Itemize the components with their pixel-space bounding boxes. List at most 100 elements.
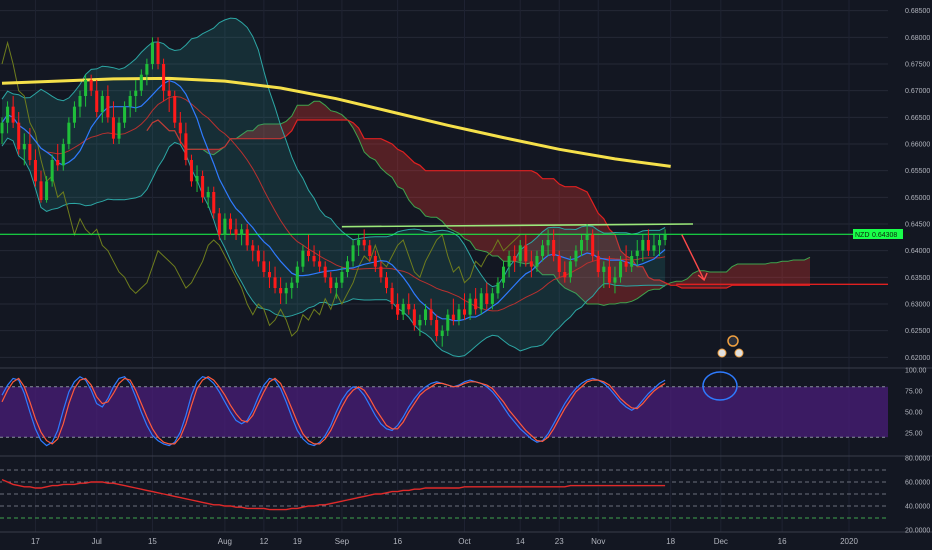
price-tag-symbol: NZDUSD <box>855 232 884 239</box>
price-tick-label: 0.65500 <box>905 168 930 175</box>
candle <box>240 229 244 235</box>
time-tick-label: Sep <box>335 537 350 546</box>
candle <box>39 181 43 200</box>
candle <box>591 234 595 256</box>
candle <box>345 261 350 272</box>
stochastic-tick-label: 75.00 <box>905 389 923 396</box>
candle <box>56 160 60 166</box>
candle <box>28 144 32 160</box>
stochastic-pane[interactable] <box>0 371 888 447</box>
candle <box>501 266 506 283</box>
time-axis[interactable]: 17 Jul 15 Aug 12 19 Sep 16 Oct 14 23 Nov 18 Dec 16 2020 <box>31 537 858 546</box>
candle <box>423 309 428 320</box>
price-pane[interactable] <box>0 0 932 533</box>
candle <box>563 272 567 278</box>
candle <box>11 106 15 123</box>
resistance-line <box>341 223 693 228</box>
candle <box>579 240 584 251</box>
rsi-tick-label: 40.0000 <box>905 504 930 511</box>
candle <box>546 240 550 246</box>
candle <box>451 314 455 320</box>
ichimoku-cloud <box>146 101 810 306</box>
candle <box>167 90 171 96</box>
candle <box>658 240 662 246</box>
rsi-tick-label: 20.0000 <box>905 528 930 535</box>
price-tick-label: 0.65000 <box>905 195 930 202</box>
candle <box>485 293 489 304</box>
candle <box>33 160 37 182</box>
candle <box>390 288 394 304</box>
candle <box>507 256 511 267</box>
candle <box>72 106 76 123</box>
candle <box>641 240 645 251</box>
price-axis[interactable]: 0.68500 0.68000 0.67500 0.67000 0.66500 0.660… <box>905 8 930 534</box>
time-tick-label: Nov <box>591 537 605 546</box>
candle <box>401 304 405 315</box>
candle <box>613 277 617 283</box>
price-tick-label: 0.67500 <box>905 62 930 69</box>
price-tick-label: 0.68000 <box>905 35 930 42</box>
candle <box>407 304 411 310</box>
candle <box>195 176 199 182</box>
price-tick-label: 0.66000 <box>905 142 930 149</box>
candle <box>95 90 99 112</box>
candle <box>568 261 572 278</box>
candle <box>45 181 49 200</box>
stochastic-zone <box>0 386 888 438</box>
candle <box>474 298 478 310</box>
price-tick-label: 0.63000 <box>905 302 930 309</box>
price-tag-price: 0.64308 <box>872 232 897 239</box>
rsi-pane[interactable] <box>0 469 888 519</box>
stochastic-tick-label: 100.00 <box>905 368 927 375</box>
candle <box>162 64 166 91</box>
candle <box>84 80 88 96</box>
event-flag-icon <box>717 335 744 358</box>
event-flag-icon-circle <box>734 348 744 358</box>
candle <box>223 218 227 235</box>
candle <box>173 96 177 123</box>
candle <box>295 266 299 283</box>
bollinger-fill <box>2 18 666 357</box>
candle <box>251 245 255 251</box>
candle <box>513 256 517 262</box>
candle <box>457 309 461 320</box>
stochastic-tick-label: 25.00 <box>905 431 923 438</box>
sma200-line <box>1 76 671 168</box>
candle <box>206 192 210 198</box>
candle <box>468 298 472 315</box>
candle <box>6 106 10 123</box>
candle <box>596 256 600 272</box>
candle <box>67 122 71 144</box>
candle <box>256 250 260 262</box>
time-tick-label: Aug <box>218 537 232 546</box>
candle <box>490 293 494 304</box>
candle <box>61 144 65 166</box>
candle <box>318 261 322 267</box>
candle <box>128 96 132 107</box>
time-tick-label: 14 <box>516 537 525 546</box>
candle <box>440 330 444 336</box>
candle <box>145 64 149 75</box>
highlight-circle <box>702 371 738 401</box>
time-tick-label: 18 <box>666 537 675 546</box>
candle <box>607 266 611 283</box>
candle <box>518 245 522 262</box>
candle <box>284 288 288 294</box>
rsi-line <box>1 478 666 511</box>
price-tick-label: 0.62500 <box>905 328 930 335</box>
candle <box>435 320 439 336</box>
time-tick-label: 2020 <box>840 537 858 546</box>
time-tick-label: 17 <box>31 537 40 546</box>
candle <box>362 240 366 246</box>
stochastic-line <box>1 375 666 447</box>
price-tick-label: 0.62000 <box>905 355 930 362</box>
candle <box>540 245 545 256</box>
rsi-tick-label: 60.0000 <box>905 480 930 487</box>
time-tick-label: Oct <box>458 537 471 546</box>
candle <box>429 309 433 320</box>
candle <box>535 256 539 267</box>
candle <box>139 74 143 91</box>
candle <box>557 256 561 272</box>
time-tick-label: 23 <box>555 537 564 546</box>
candle <box>652 245 656 251</box>
